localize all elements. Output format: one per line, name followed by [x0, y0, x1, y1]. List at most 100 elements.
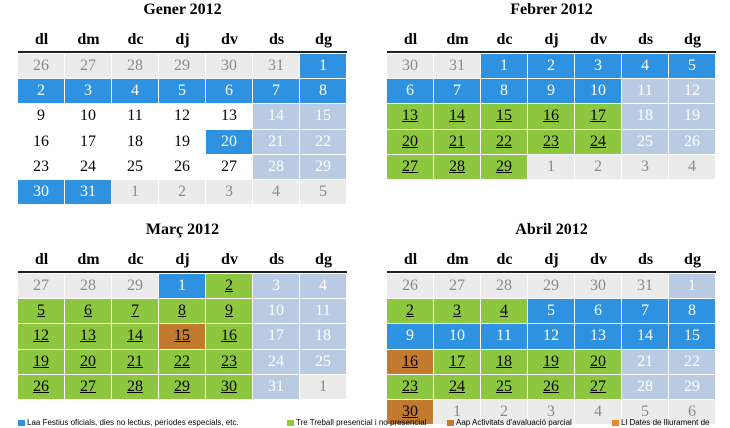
day-cell: 14	[253, 104, 299, 129]
day-cell: 3	[622, 154, 668, 179]
day-cell: 22	[669, 349, 715, 374]
day-cell: 2	[481, 400, 527, 425]
day-cell: 30	[387, 400, 433, 425]
weekday-header: dc	[496, 251, 513, 268]
day-cell: 1	[481, 54, 527, 79]
day-cell: 9	[387, 324, 433, 349]
weekday-header: dv	[590, 251, 607, 268]
day-cell: 20	[206, 129, 252, 154]
day-cell: 1	[669, 274, 715, 299]
day-cell: 18	[112, 129, 158, 154]
day-cell: 24	[65, 154, 111, 179]
day-cell: 6	[65, 299, 111, 324]
weekday-header: dg	[315, 31, 332, 48]
day-cell: 28	[112, 54, 158, 79]
day-cell: 28	[112, 374, 158, 399]
day-cell: 3	[253, 274, 299, 299]
calendar-title: Gener 2012	[143, 1, 222, 18]
day-cell: 18	[481, 349, 527, 374]
day-cell: 15	[159, 324, 205, 349]
day-cell: 23	[387, 374, 433, 399]
day-cell: 17	[575, 104, 621, 129]
day-cell: 26	[18, 54, 64, 79]
day-cell: 9	[528, 79, 574, 104]
day-cell: 19	[528, 349, 574, 374]
day-cell: 29	[159, 374, 205, 399]
day-cell: 25	[481, 374, 527, 399]
day-cell: 10	[65, 104, 111, 129]
day-cell: 31	[65, 180, 111, 205]
weekday-header: dv	[590, 31, 607, 48]
day-cell: 27	[18, 274, 64, 299]
day-cell: 2	[387, 299, 433, 324]
day-cell: 29	[112, 274, 158, 299]
header-rule	[18, 271, 347, 273]
day-cell: 4	[112, 79, 158, 104]
weekday-header: dm	[446, 251, 469, 268]
header-rule	[387, 51, 716, 53]
day-cell: 4	[481, 299, 527, 324]
day-cell: 4	[300, 274, 346, 299]
day-cell: 24	[253, 349, 299, 374]
day-cell: 10	[575, 79, 621, 104]
day-cell: 24	[434, 374, 480, 399]
day-cell: 5	[18, 299, 64, 324]
day-cell: 1	[112, 180, 158, 205]
day-cell: 22	[159, 349, 205, 374]
day-cell: 6	[669, 400, 715, 425]
weekday-header: dv	[221, 251, 238, 268]
day-cell: 31	[434, 54, 480, 79]
day-cell: 22	[300, 129, 346, 154]
day-cell: 26	[528, 374, 574, 399]
weekday-header: dm	[446, 31, 469, 48]
day-cell: 25	[300, 349, 346, 374]
day-cell: 31	[253, 374, 299, 399]
day-cell: 6	[206, 79, 252, 104]
day-cell: 9	[18, 104, 64, 129]
day-cell: 7	[434, 79, 480, 104]
day-cell: 22	[481, 129, 527, 154]
day-cell: 14	[112, 324, 158, 349]
day-cell: 11	[112, 104, 158, 129]
day-cell: 5	[528, 299, 574, 324]
weekday-header: dm	[77, 31, 100, 48]
day-cell: 8	[669, 299, 715, 324]
day-cell: 17	[65, 129, 111, 154]
day-cell: 15	[669, 324, 715, 349]
day-cell: 29	[300, 154, 346, 179]
day-cell: 23	[528, 129, 574, 154]
day-cell: 27	[65, 374, 111, 399]
day-cell: 8	[481, 79, 527, 104]
day-cell: 13	[575, 324, 621, 349]
day-cell: 28	[434, 154, 480, 179]
weekday-header: dj	[175, 31, 190, 48]
day-cell: 27	[206, 154, 252, 179]
day-cell: 16	[18, 129, 64, 154]
weekday-header: dc	[127, 31, 144, 48]
day-cell: 11	[481, 324, 527, 349]
day-cell: 27	[65, 54, 111, 79]
day-cell: 26	[159, 154, 205, 179]
day-cell: 27	[575, 374, 621, 399]
day-cell: 6	[575, 299, 621, 324]
day-cell: 23	[18, 154, 64, 179]
day-cell: 21	[622, 349, 668, 374]
day-cell: 2	[206, 274, 252, 299]
weekday-header: dl	[34, 251, 49, 268]
day-cell: 21	[253, 129, 299, 154]
day-cell: 29	[528, 274, 574, 299]
day-cell: 5	[300, 180, 346, 205]
day-cell: 20	[575, 349, 621, 374]
day-cell: 2	[18, 79, 64, 104]
day-cell: 29	[669, 374, 715, 399]
day-cell: 4	[669, 154, 715, 179]
day-cell: 14	[434, 104, 480, 129]
day-cell: 18	[300, 324, 346, 349]
day-cell: 11	[622, 79, 668, 104]
day-cell: 13	[65, 324, 111, 349]
day-cell: 9	[206, 299, 252, 324]
day-cell: 12	[159, 104, 205, 129]
day-cell: 29	[159, 54, 205, 79]
day-cell: 2	[159, 180, 205, 205]
day-cell: 21	[434, 129, 480, 154]
